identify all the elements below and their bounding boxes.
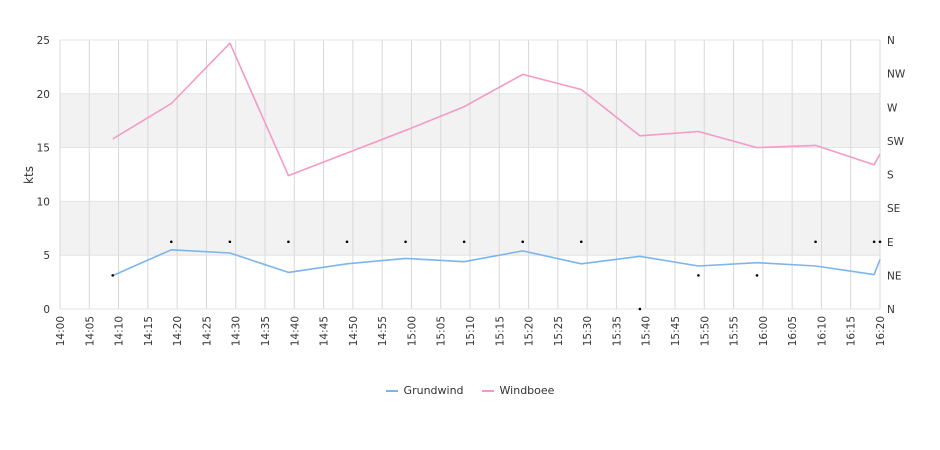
x-tick-label-26: 16:10 — [816, 316, 828, 346]
y-tick-label-0: 0 — [43, 304, 50, 316]
direction-point-8 — [579, 240, 583, 244]
x-tick-label-11: 14:55 — [377, 316, 389, 346]
x-tick-label-2: 14:10 — [114, 316, 126, 346]
legend-label-grundwind: Grundwind — [403, 384, 464, 397]
x-tick-label-3: 14:15 — [143, 316, 155, 346]
direction-point-12 — [814, 240, 817, 244]
y-axis-ticks: 0 5 10 15 20 25 — [37, 35, 50, 316]
direction-points — [111, 240, 882, 311]
y-tick-label-3: 15 — [37, 143, 50, 155]
x-tick-label-14: 15:10 — [465, 316, 477, 346]
direction-point-10 — [697, 274, 700, 277]
direction-point-6 — [462, 240, 466, 244]
legend: Grundwind Windboee — [0, 384, 940, 397]
x-tick-label-20: 15:40 — [641, 316, 653, 346]
y-tick-label-5: 25 — [37, 35, 50, 47]
right-tick-label-4: S — [887, 170, 894, 182]
legend-item-grundwind[interactable]: Grundwind — [385, 384, 464, 397]
series-lines — [112, 42, 881, 277]
x-tick-label-22: 15:50 — [699, 316, 711, 346]
legend-swatch-grundwind — [385, 389, 398, 392]
y-tick-label-1: 5 — [43, 250, 50, 262]
x-axis-ticks: 14:00 14:05 14:10 14:15 14:20 14:25 14:30 14:35… — [55, 316, 887, 346]
direction-point-13 — [872, 240, 876, 244]
legend-item-windboee[interactable]: Windboee — [481, 384, 555, 397]
direction-point-11 — [755, 274, 759, 277]
legend-swatch-windboee — [481, 389, 494, 392]
legend-label-windboee: Windboee — [499, 384, 555, 397]
right-tick-label-7: NW — [887, 69, 906, 81]
direction-point-2 — [228, 240, 232, 244]
x-tick-label-18: 15:30 — [582, 316, 594, 346]
right-tick-label-0: N — [887, 304, 895, 316]
x-tick-label-12: 15:00 — [406, 316, 418, 346]
direction-point-4 — [345, 240, 349, 244]
right-tick-label-6: W — [887, 102, 898, 114]
direction-point-14 — [878, 240, 882, 244]
x-tick-label-10: 14:50 — [348, 316, 360, 346]
x-tick-label-13: 15:05 — [436, 316, 448, 346]
x-tick-label-15: 15:15 — [494, 316, 506, 346]
grid — [59, 39, 881, 310]
x-tick-label-25: 16:05 — [787, 316, 799, 346]
x-tick-label-8: 14:40 — [289, 316, 301, 346]
y-tick-label-4: 20 — [37, 89, 50, 101]
y-axis-label: kts — [22, 166, 36, 184]
x-tick-label-23: 15:55 — [729, 316, 741, 346]
x-tick-label-27: 16:15 — [846, 316, 858, 346]
right-tick-label-5: SW — [887, 136, 905, 148]
series-line-windboee — [112, 42, 881, 177]
series-line-grundwind — [112, 249, 881, 277]
right-tick-label-1: NE — [887, 270, 902, 282]
x-tick-label-16: 15:20 — [524, 316, 536, 346]
x-tick-label-17: 15:25 — [553, 316, 565, 346]
direction-point-0 — [111, 274, 115, 277]
direction-point-7 — [521, 240, 525, 244]
x-tick-label-5: 14:25 — [201, 316, 213, 346]
right-tick-label-3: SE — [887, 203, 900, 215]
direction-point-1 — [169, 240, 173, 244]
x-tick-label-9: 14:45 — [319, 316, 331, 346]
x-tick-label-6: 14:30 — [231, 316, 243, 346]
direction-point-9 — [638, 307, 642, 311]
right-axis-ticks: N NE E SE S SW W NW N — [887, 35, 906, 316]
right-tick-label-2: E — [887, 237, 894, 249]
x-tick-label-0: 14:00 — [55, 316, 67, 346]
x-tick-label-19: 15:35 — [611, 316, 623, 346]
x-tick-label-21: 15:45 — [670, 316, 682, 346]
x-tick-label-28: 16:20 — [875, 316, 887, 346]
x-tick-label-24: 16:00 — [758, 316, 770, 346]
direction-point-3 — [287, 240, 290, 244]
x-tick-label-1: 14:05 — [84, 316, 96, 346]
x-tick-label-4: 14:20 — [172, 316, 184, 346]
x-tick-label-7: 14:35 — [260, 316, 272, 346]
direction-point-5 — [404, 240, 407, 244]
y-tick-label-2: 10 — [37, 196, 50, 208]
right-tick-label-8: N — [887, 35, 895, 47]
